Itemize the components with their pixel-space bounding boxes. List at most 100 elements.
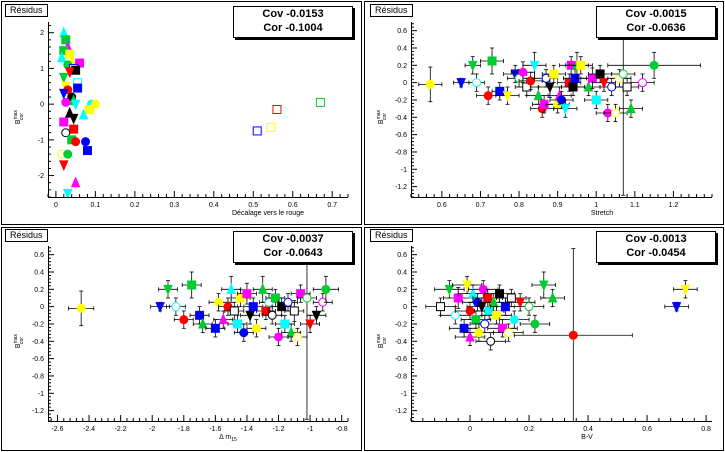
data-point: [59, 160, 69, 172]
x-tick-label: 0.8: [514, 202, 524, 209]
data-point: [272, 105, 282, 114]
y-tick-label: -0.8: [32, 373, 44, 380]
x-tick-label: 0.5: [248, 202, 258, 209]
data-point: [266, 122, 276, 132]
data-point: [274, 332, 284, 342]
y-tick-label: 0: [403, 304, 407, 311]
y-axis-label-sup: max: [376, 333, 382, 343]
data-point: [465, 330, 475, 342]
data-point: [649, 60, 659, 70]
y-axis-label-main: B: [378, 343, 385, 348]
data-point: [187, 280, 197, 290]
data-point: [61, 97, 71, 107]
data-point: [618, 69, 628, 79]
panel-4-stats: Cov -0.0013 Cor -0.0454: [596, 231, 716, 263]
x-tick-label: -1.6: [209, 426, 221, 433]
data-point: [82, 146, 92, 156]
data-point: [638, 78, 648, 88]
data-point: [245, 310, 255, 322]
y-tick-label: -1: [401, 391, 407, 398]
data-point: [73, 83, 83, 93]
y-tick-label: -0.8: [395, 149, 407, 156]
y-tick-label: -0.4: [32, 339, 44, 346]
x-tick-label: -2.6: [51, 426, 63, 433]
plot-area: [418, 18, 701, 196]
data-point: [61, 35, 71, 45]
data-point: [65, 49, 75, 59]
data-point: [84, 105, 94, 114]
y-tick-label: 0: [40, 102, 44, 109]
x-tick-label: 0: [468, 426, 472, 433]
x-tick-label: 0.6: [288, 202, 298, 209]
y-tick-label: 1: [40, 66, 44, 73]
data-point: [210, 323, 220, 333]
data-point: [155, 302, 165, 313]
data-point: [626, 102, 636, 114]
data-point: [305, 319, 315, 331]
y-axis-label-main: B: [15, 119, 22, 124]
data-point: [76, 303, 86, 313]
data-point: [599, 78, 609, 89]
panel-1-cov: Cov -0.0153: [262, 8, 324, 20]
y-axis-label-sup: max: [13, 109, 19, 119]
x-tick-label: 0.7: [327, 202, 337, 209]
data-point: [480, 319, 490, 329]
data-point: [81, 137, 90, 147]
panel-4-title: Résidus: [370, 229, 413, 242]
data-point: [671, 302, 682, 313]
y-tick-label: -0.6: [395, 132, 407, 139]
x-tick-label: 0.2: [524, 426, 534, 433]
data-point: [560, 104, 571, 115]
y-axis-label: Bmaxcor: [13, 109, 25, 124]
panel-3-frame: [1, 227, 362, 451]
data-point: [229, 306, 239, 316]
data-point: [456, 78, 466, 89]
panel-3-cor: Cor -0.0643: [263, 247, 323, 259]
x-axis-label: Δ m15: [219, 434, 237, 443]
x-tick-label: 0.6: [642, 426, 652, 433]
panel-4-cov: Cov -0.0013: [625, 233, 687, 245]
data-point: [518, 67, 528, 77]
data-point: [502, 91, 513, 102]
data-point: [425, 79, 435, 89]
panel-2-stats: Cov -0.0015 Cor -0.0636: [596, 6, 716, 38]
panel-3-stats: Cov -0.0037 Cor -0.0643: [233, 231, 353, 263]
x-tick-label: 0.3: [169, 202, 179, 209]
y-tick-label: -1.2: [32, 408, 44, 415]
data-point: [239, 328, 249, 338]
data-point: [218, 313, 229, 325]
data-point: [526, 76, 536, 86]
data-point: [57, 51, 67, 63]
y-tick-label: -0.6: [32, 356, 44, 363]
data-point: [289, 306, 299, 316]
x-tick-label: -1.2: [272, 426, 284, 433]
y-axis-label-sub: cor: [382, 337, 388, 344]
data-point: [197, 317, 208, 329]
x-tick-label: 1: [594, 202, 598, 209]
panel-1-cor: Cor -0.1004: [263, 22, 323, 34]
data-point: [71, 137, 81, 147]
y-tick-label: -0.4: [395, 339, 407, 346]
y-tick-label: 0.6: [34, 252, 44, 259]
y-axis-label-main: B: [15, 343, 22, 348]
data-point: [292, 332, 302, 342]
data-point: [611, 108, 621, 118]
y-axis-label: Bmaxcor: [376, 109, 388, 124]
data-point: [607, 82, 617, 92]
y-tick-label: 0.4: [397, 45, 407, 52]
x-tick-label: 0: [54, 202, 58, 209]
data-point: [226, 283, 236, 294]
data-point: [171, 302, 181, 312]
data-point: [533, 89, 544, 101]
data-point: [506, 293, 516, 303]
x-tick-label: -2.4: [83, 426, 95, 433]
panel-2-title: Résidus: [370, 4, 413, 17]
data-point: [70, 99, 81, 111]
y-tick-label: -1: [401, 167, 407, 174]
plot-area: [68, 242, 339, 420]
data-point: [467, 60, 478, 72]
x-tick-label: 0.4: [209, 202, 219, 209]
data-point: [492, 310, 502, 320]
data-point: [680, 284, 691, 296]
